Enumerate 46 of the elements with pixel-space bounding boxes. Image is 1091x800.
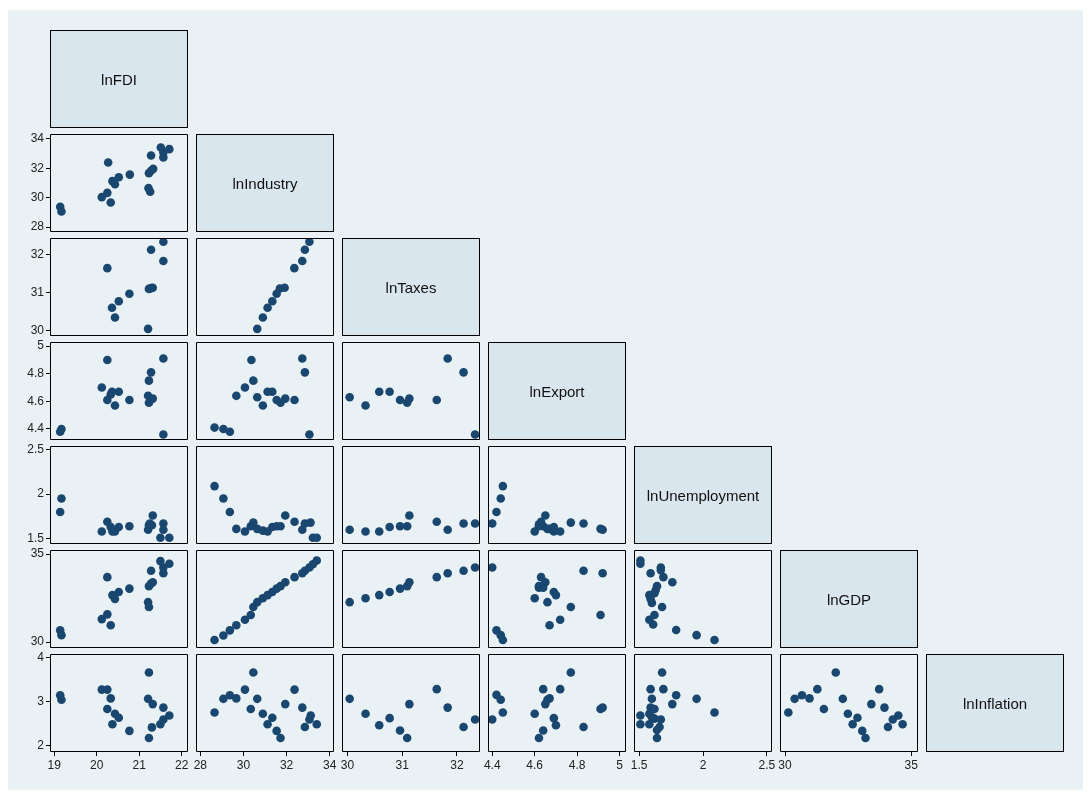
x-tick-label: 35 — [904, 757, 919, 772]
x-tick-label: 34 — [323, 757, 337, 772]
y-tick-label: 4.6 — [27, 393, 45, 408]
text: lnUnemployment — [646, 486, 760, 504]
x-tick-label: 28 — [193, 757, 208, 772]
y-tick-label: 2.5 — [27, 441, 45, 456]
x-tick-label: 20 — [90, 757, 104, 772]
text: lnGDP — [826, 590, 872, 608]
y-tick-label: 35 — [30, 546, 45, 561]
y-tick-label: 5 — [37, 338, 45, 353]
x-tick-label: 2.5 — [758, 757, 776, 772]
text: lnFDI — [101, 70, 137, 88]
y-tick-label: 4.8 — [27, 366, 45, 381]
x-tick-label: 4.4 — [483, 757, 501, 772]
text: lnExport — [529, 382, 585, 400]
x-tick-label: 30 — [778, 757, 793, 772]
x-tick-label: 1.5 — [630, 757, 648, 772]
x-tick-label: 31 — [395, 757, 410, 772]
y-tick-label: 1.5 — [27, 530, 45, 545]
y-tick-label: 30 — [30, 190, 45, 205]
x-tick-label: 4.6 — [526, 757, 544, 772]
y-tick-label: 4 — [37, 650, 45, 665]
x-tick-label: 22 — [174, 757, 189, 772]
x-tick-label: 2 — [699, 757, 707, 772]
y-tick-label: 4.4 — [27, 421, 45, 436]
y-tick-label: 2 — [37, 486, 45, 501]
x-tick-label: 4.8 — [568, 757, 586, 772]
y-tick-label: 32 — [30, 160, 45, 175]
y-tick-label: 30 — [30, 322, 45, 337]
text: lnInflation — [962, 694, 1028, 712]
x-tick-label: 30 — [236, 757, 251, 772]
x-tick-label: 30 — [340, 757, 355, 772]
text: lnTaxes — [385, 278, 437, 296]
y-tick-label: 32 — [30, 247, 45, 262]
y-tick-label: 30 — [30, 634, 45, 649]
y-tick-label: 28 — [30, 219, 45, 234]
x-tick-label: 32 — [450, 757, 464, 772]
x-tick-label: 21 — [132, 757, 147, 772]
y-tick-label: 3 — [37, 694, 45, 709]
text: lnIndustry — [232, 174, 298, 192]
x-tick-label: 5 — [616, 757, 624, 772]
y-tick-label: 2 — [37, 738, 45, 753]
x-tick-label: 32 — [279, 757, 294, 772]
x-tick-label: 19 — [47, 757, 62, 772]
y-tick-label: 34 — [30, 131, 45, 146]
y-tick-label: 31 — [30, 284, 45, 299]
